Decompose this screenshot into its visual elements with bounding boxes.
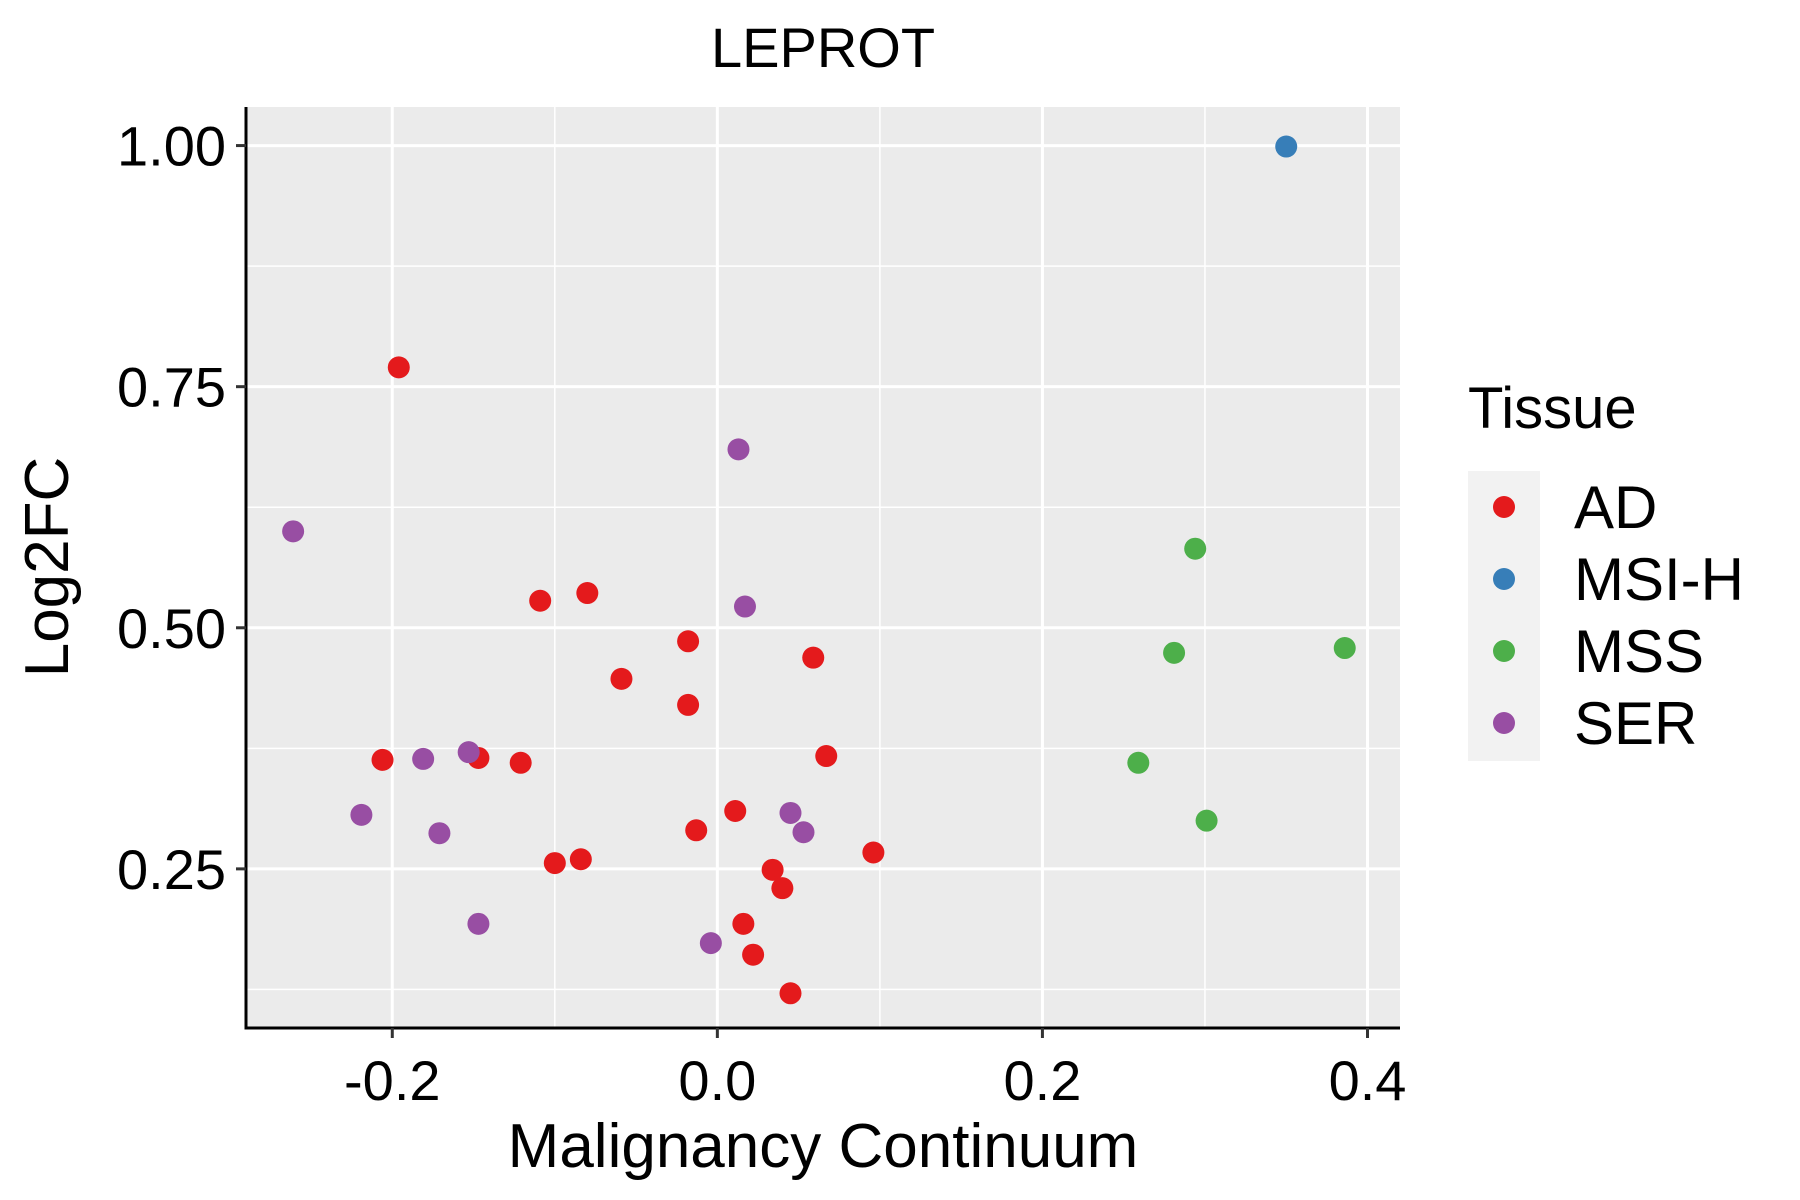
legend-title: Tissue [1468, 376, 1637, 441]
data-point-ser [727, 438, 750, 461]
data-point-ser [792, 821, 815, 844]
data-point-ad [802, 646, 825, 669]
data-point-mss [1333, 637, 1356, 660]
legend-key-mss [1493, 640, 1515, 662]
data-point-ad [371, 748, 394, 771]
data-point-ad [779, 982, 802, 1005]
plot-panel [246, 107, 1400, 1028]
legend-label-msi-h: MSI-H [1574, 546, 1744, 613]
data-point-ad [742, 943, 765, 966]
x-tick-label: 0.0 [678, 1049, 756, 1112]
data-point-ser [733, 595, 756, 618]
legend-label-ad: AD [1574, 474, 1657, 541]
x-tick-label: -0.2 [344, 1049, 441, 1112]
data-point-ad [677, 693, 700, 716]
y-axis-ticks: 0.25 0.50 0.75 1.00 [117, 115, 246, 901]
data-point-ser [412, 747, 435, 770]
data-point-mss [1195, 809, 1218, 832]
data-point-ad [610, 667, 633, 690]
data-point-mss [1127, 751, 1150, 774]
data-point-ad [815, 745, 838, 768]
data-point-ad [862, 841, 885, 864]
data-points [282, 135, 1356, 1005]
data-point-ad [724, 800, 747, 823]
legend-key-msi-h [1493, 568, 1515, 590]
data-point-ser [457, 741, 480, 764]
legend-label-ser: SER [1574, 690, 1697, 757]
x-tick-label: 0.2 [1003, 1049, 1081, 1112]
data-point-ad [543, 852, 566, 875]
legend-key-ser [1493, 712, 1515, 734]
y-axis-title: Log2FC [13, 457, 82, 678]
data-point-ad [529, 589, 552, 612]
legend-key-ad [1493, 496, 1515, 518]
data-point-ad [732, 912, 755, 935]
x-axis-ticks: -0.2 0.0 0.2 0.4 [344, 1028, 1406, 1112]
data-point-mss [1163, 641, 1186, 664]
data-point-ad [569, 848, 592, 871]
y-tick-label: 0.75 [117, 356, 226, 419]
data-point-ad [685, 819, 708, 842]
data-point-ad [576, 582, 599, 605]
data-point-ser [350, 803, 373, 826]
grid-lines [246, 107, 1400, 1028]
data-point-ser [428, 822, 451, 845]
x-tick-label: 0.4 [1329, 1049, 1407, 1112]
data-point-ad [387, 356, 410, 379]
axes [244, 107, 1400, 1030]
x-axis-title: Malignancy Continuum [508, 1112, 1139, 1181]
y-tick-label: 0.25 [117, 838, 226, 901]
data-point-ser [467, 912, 490, 935]
data-point-ad [771, 877, 794, 900]
chart-title: LEPROT [711, 16, 935, 79]
data-point-ad [509, 751, 532, 774]
data-point-ser [282, 520, 305, 543]
data-point-ad [761, 858, 784, 881]
data-point-ad [677, 630, 700, 653]
y-tick-label: 1.00 [117, 115, 226, 178]
data-point-ser [699, 932, 722, 955]
data-point-msi-h [1275, 135, 1298, 158]
data-point-mss [1184, 537, 1207, 560]
y-tick-label: 0.50 [117, 597, 226, 660]
data-point-ser [779, 801, 802, 824]
legend-label-mss: MSS [1574, 618, 1704, 685]
